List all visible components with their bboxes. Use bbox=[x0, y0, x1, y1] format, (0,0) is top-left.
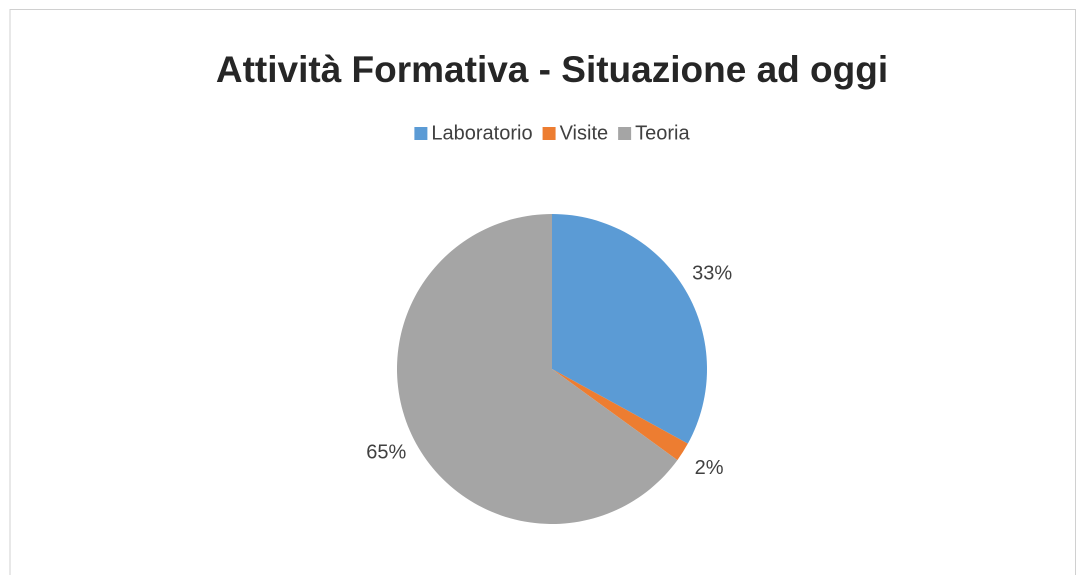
pie-slice bbox=[397, 214, 678, 524]
pie: 33% 2% 65% bbox=[366, 214, 732, 524]
pie-slice bbox=[552, 214, 708, 444]
legend-label: Teoria bbox=[635, 122, 690, 144]
chart-border bbox=[9, 9, 1076, 575]
legend-swatch bbox=[618, 127, 632, 140]
legend-swatch bbox=[542, 127, 556, 140]
chart-title: Attività Formativa - Situazione ad oggi bbox=[216, 49, 888, 90]
legend: Laboratorio Visite Teoria bbox=[414, 122, 690, 144]
legend-swatch bbox=[414, 127, 428, 140]
pie-slice bbox=[552, 369, 688, 461]
legend-label: Visite bbox=[560, 122, 609, 144]
data-label: 2% bbox=[695, 457, 724, 479]
data-label: 33% bbox=[692, 263, 732, 285]
data-label: 65% bbox=[366, 442, 406, 464]
legend-label: Laboratorio bbox=[431, 122, 532, 144]
